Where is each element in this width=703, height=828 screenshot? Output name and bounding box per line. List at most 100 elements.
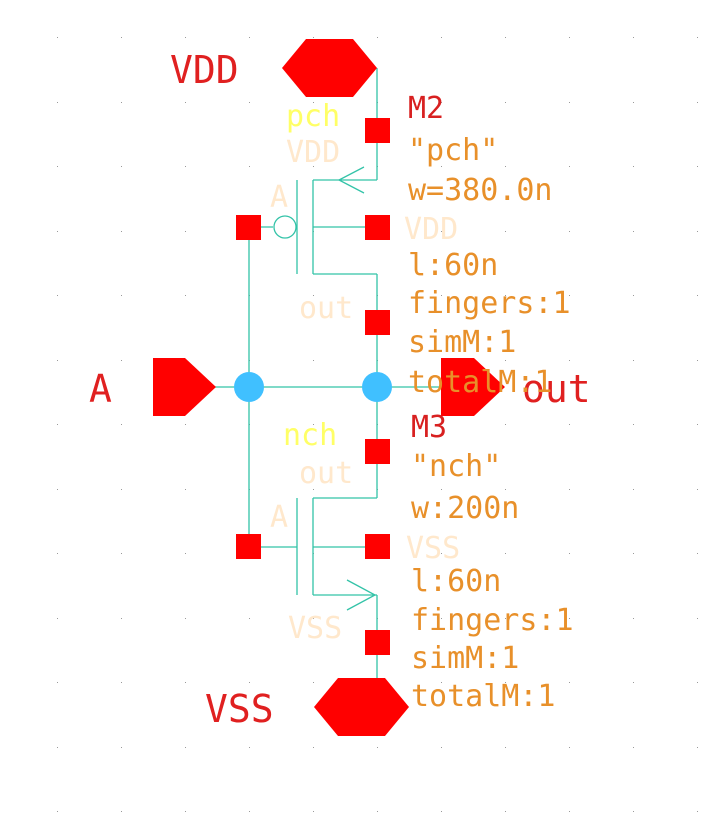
vss-pin-label: VSS [205,687,274,731]
grid-dot [57,747,58,748]
grid-dot [633,682,634,683]
vdd-pin[interactable] [282,39,377,97]
grid-dot [249,102,250,103]
grid-dot [121,811,122,812]
vss-pin[interactable] [314,678,409,736]
grid-dot [121,102,122,103]
grid-dot [633,231,634,232]
nmos-cell-param: "nch" [411,449,501,484]
junction-output [362,372,392,402]
grid-dot [185,231,186,232]
pmos-instance-name: M2 [408,91,444,126]
grid-dot [441,682,442,683]
grid-dot [441,811,442,812]
grid-dot [633,553,634,554]
nmos-width: w:200n [411,491,519,526]
pmos-width: w=380.0n [408,173,553,208]
vdd-pin-label: VDD [170,48,239,92]
grid-dot [697,811,698,812]
grid-dot [121,424,122,425]
grid-dot [441,747,442,748]
grid-dot [57,295,58,296]
grid-dot [249,682,250,683]
output-pin[interactable] [441,358,505,416]
grid-dot [57,231,58,232]
grid-dot [313,424,314,425]
grid-dot [313,489,314,490]
grid-dot [505,360,506,361]
grid-dot [313,618,314,619]
grid-dot [505,37,506,38]
grid-dot [633,295,634,296]
grid-dot [441,553,442,554]
grid-dot [185,102,186,103]
grid-dot [569,37,570,38]
grid-dot [697,295,698,296]
grid-dot [313,295,314,296]
grid-dot [697,102,698,103]
grid-dot [441,231,442,232]
grid-dot [57,360,58,361]
grid-dot [697,618,698,619]
grid-dot [633,360,634,361]
grid-dot [121,553,122,554]
grid-dot [505,166,506,167]
grid-dot [249,747,250,748]
grid-dot [57,37,58,38]
grid-dot [313,102,314,103]
grid-dot [441,618,442,619]
grid-dot [313,682,314,683]
grid-dot [633,747,634,748]
grid-dot [185,166,186,167]
grid-dot [377,747,378,748]
grid-dot [633,811,634,812]
grid-dot [569,231,570,232]
grid-dot [57,811,58,812]
grid-dot [185,811,186,812]
grid-dot [441,489,442,490]
grid-dot [569,553,570,554]
grid-dot [57,489,58,490]
grid-dot [57,166,58,167]
nmos-drain-terminal [365,439,390,464]
grid-dot [505,295,506,296]
pmos-source-arrow [337,166,365,194]
pmos-length: l:60n [408,248,498,283]
grid-dot [569,489,570,490]
pmos-source-net: VDD [286,135,340,170]
grid-dot [249,166,250,167]
pmos-simm: simM:1 [408,325,516,360]
nmos-totalm: totalM:1 [411,679,556,714]
pmos-bulk-terminal [365,215,390,240]
pmos-symbol[interactable] [273,166,365,274]
grid-dot [633,102,634,103]
grid-dot [185,489,186,490]
grid-dot [697,360,698,361]
grid-dot [633,424,634,425]
grid-dot [569,166,570,167]
grid-dot [313,37,314,38]
nmos-length: l:60n [411,564,501,599]
grid-dot [185,682,186,683]
grid-dot [121,618,122,619]
grid-dot [57,553,58,554]
input-pin[interactable] [153,358,216,416]
grid-dot [569,682,570,683]
grid-dot [569,747,570,748]
nmos-symbol[interactable] [296,498,377,611]
nmos-simm: simM:1 [411,641,519,676]
terminal-squares [236,118,390,655]
grid-dot [121,37,122,38]
grid-dot [505,618,506,619]
grid-dot [121,166,122,167]
grid-dot [57,682,58,683]
nmos-bulk-terminal [365,534,390,559]
grid-dot [505,747,506,748]
grid-dot [569,360,570,361]
nmos-cell-label: nch [283,418,337,453]
grid-dot [313,360,314,361]
grid-dot [505,424,506,425]
junction-input [234,372,264,402]
grid-dot [505,682,506,683]
